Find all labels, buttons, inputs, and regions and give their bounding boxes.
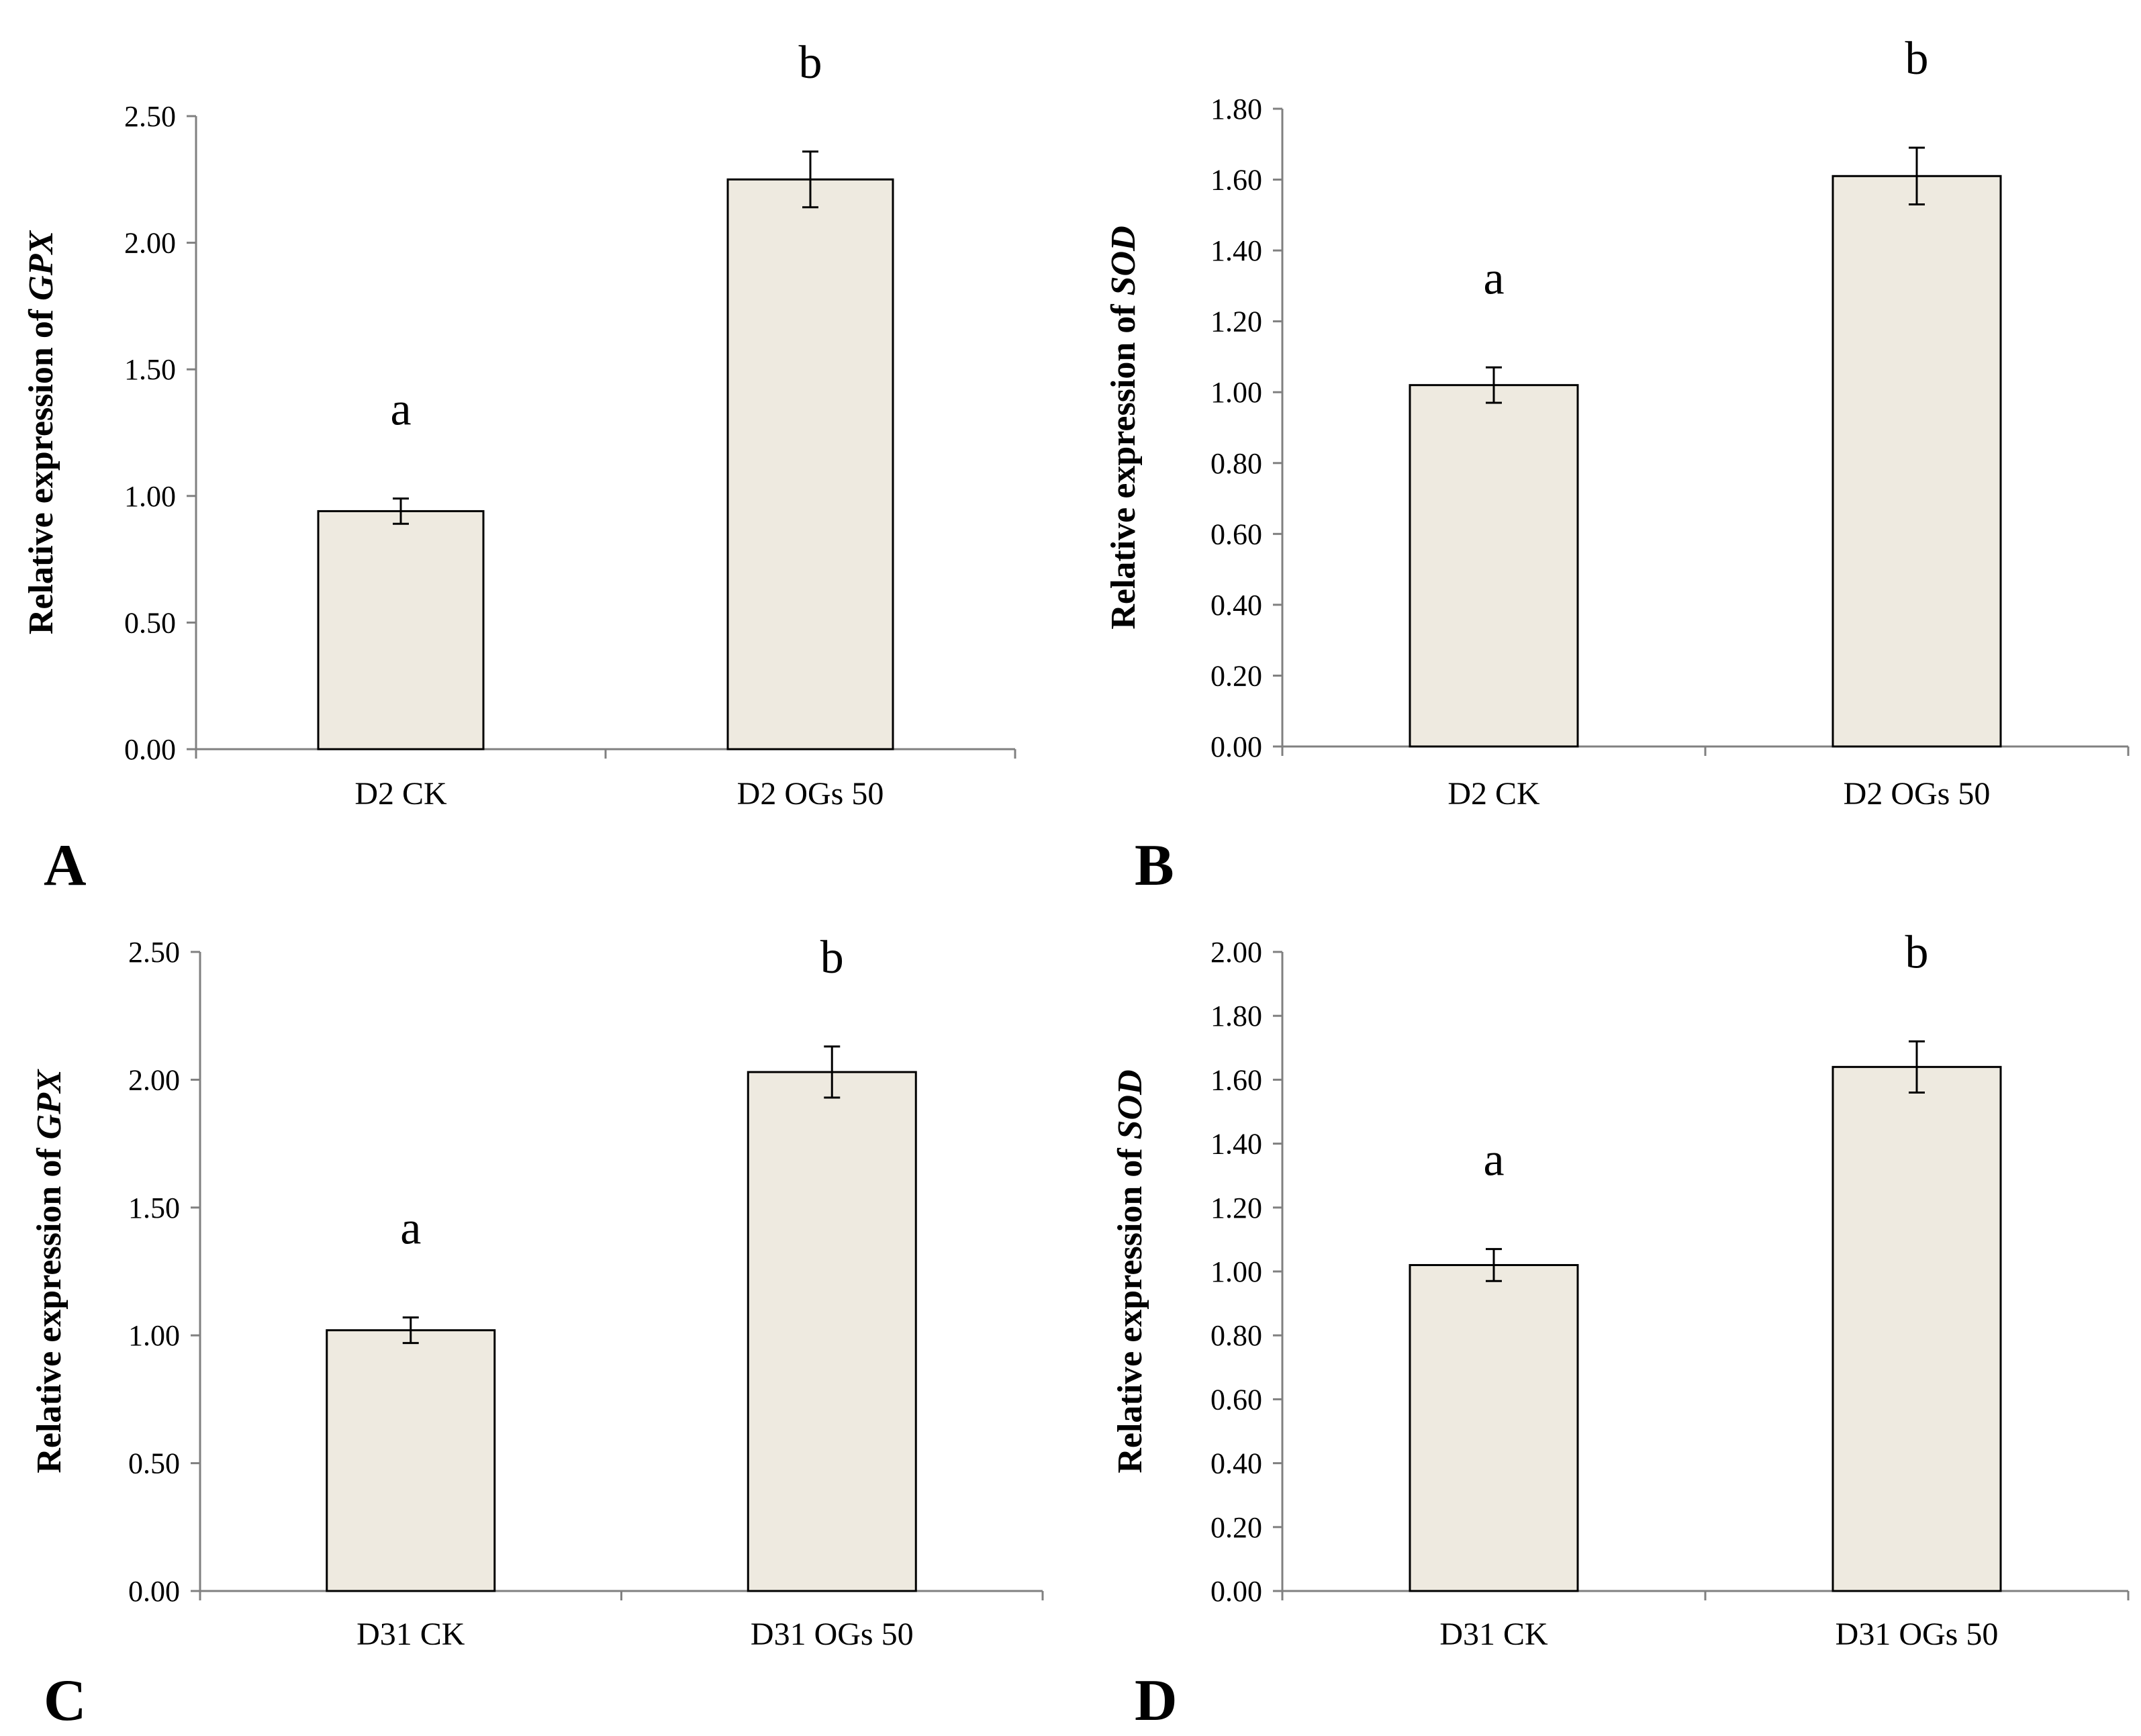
y-tick-label: 0.50 — [124, 606, 176, 639]
y-tick-label: 0.20 — [1210, 1511, 1262, 1544]
significance-label: a — [390, 384, 411, 436]
y-tick-label: 1.20 — [1210, 305, 1262, 338]
chart-panel-d: 0.00 0.20 0.40 0.60 0.80 1.00 1.20 1.40 1.60 1.80… — [1111, 926, 2130, 1733]
y-tick-label: 0.80 — [1210, 1319, 1262, 1352]
y-tick-label: 1.50 — [124, 353, 176, 386]
y-tick-label: 1.20 — [1210, 1192, 1262, 1224]
y-tick-label: 0.80 — [1210, 447, 1262, 480]
chart-panel-b: 0.00 0.20 0.40 0.60 0.80 1.00 1.20 1.40 1.60 1.80… — [1104, 33, 2130, 898]
y-tick-label: 1.40 — [1210, 234, 1262, 267]
bar-c-2 — [747, 1071, 917, 1592]
bar-a-2 — [726, 178, 894, 751]
y-axis-title-prefix: Relative expression of — [1104, 295, 1143, 629]
y-tick-label: 1.40 — [1210, 1128, 1262, 1161]
y-tick-label: 0.00 — [124, 733, 176, 766]
bar-c-1 — [326, 1329, 496, 1592]
bar-d-1 — [1409, 1263, 1579, 1592]
x-category-label: D2 CK — [1447, 776, 1540, 812]
y-tick-label: 0.00 — [1210, 730, 1262, 763]
y-axis-title: Relative expression of SOD — [1104, 226, 1143, 629]
y-tick-label: 1.80 — [1210, 93, 1262, 126]
x-category-label: D2 CK — [354, 776, 447, 812]
y-axis-title-gene: GPX — [30, 1069, 68, 1139]
y-tick-label: 2.50 — [124, 100, 176, 133]
panel-label: C — [44, 1668, 87, 1733]
x-category-label: D2 OGs 50 — [1844, 776, 1991, 812]
significance-label: b — [820, 932, 844, 983]
y-tick-label: 2.00 — [128, 1063, 180, 1096]
significance-label: a — [1483, 252, 1504, 304]
y-axis-title-gene: SOD — [1104, 226, 1143, 295]
y-tick-label: 0.60 — [1210, 1383, 1262, 1416]
x-category-label: D31 OGs 50 — [1836, 1617, 1999, 1652]
significance-label: b — [1905, 926, 1929, 978]
y-tick-label: 1.80 — [1210, 1000, 1262, 1032]
panel-label: A — [44, 833, 87, 898]
y-axis-title: Relative expression of GPX — [22, 230, 60, 635]
significance-label: b — [1905, 33, 1929, 85]
bar-b-1 — [1409, 384, 1579, 748]
y-tick-label: 0.00 — [128, 1575, 180, 1608]
y-axis-title-prefix: Relative expression of — [22, 301, 60, 634]
y-axis-title: Relative expression of SOD — [1111, 1069, 1149, 1473]
y-tick-label: 0.20 — [1210, 659, 1262, 692]
x-category-label: D31 CK — [356, 1617, 465, 1652]
y-tick-label: 2.00 — [124, 227, 176, 260]
bar-a-1 — [317, 510, 485, 751]
panel-label: B — [1135, 833, 1174, 898]
y-tick-label: 0.50 — [128, 1447, 180, 1480]
significance-label: a — [400, 1203, 421, 1255]
y-tick-label: 1.60 — [1210, 164, 1262, 197]
y-tick-label: 1.00 — [1210, 376, 1262, 409]
y-tick-label: 1.00 — [124, 480, 176, 513]
y-tick-label: 0.60 — [1210, 518, 1262, 550]
x-category-label: D31 OGs 50 — [751, 1617, 914, 1652]
x-category-label: D2 OGs 50 — [737, 776, 884, 812]
y-tick-label: 2.50 — [128, 936, 180, 969]
y-axis-title-gene: GPX — [22, 230, 60, 301]
y-axis-title-prefix: Relative expression of — [30, 1139, 68, 1473]
x-category-label: D31 CK — [1439, 1617, 1548, 1652]
significance-label: a — [1483, 1135, 1504, 1186]
chart-panel-a: 0.00 0.50 1.00 1.50 2.00 2.50 a D2 CK b D2 OGs 50… — [22, 37, 1016, 898]
y-tick-label: 0.40 — [1210, 1447, 1262, 1480]
y-tick-label: 1.60 — [1210, 1063, 1262, 1096]
y-tick-label: 2.00 — [1210, 936, 1262, 969]
y-tick-label: 1.00 — [1210, 1255, 1262, 1288]
significance-label: b — [799, 37, 822, 89]
y-tick-label: 1.50 — [128, 1192, 180, 1224]
panel-label: D — [1135, 1668, 1178, 1733]
y-axis-title-prefix: Relative expression of — [1111, 1139, 1149, 1473]
chart-panel-c: 0.00 0.50 1.00 1.50 2.00 2.50 a D31 CK b D31 OGs … — [30, 932, 1044, 1733]
y-axis-title-gene: SOD — [1111, 1069, 1149, 1139]
y-tick-label: 0.40 — [1210, 589, 1262, 622]
bar-b-2 — [1831, 175, 2002, 748]
y-tick-label: 0.00 — [1210, 1575, 1262, 1608]
y-axis-title: Relative expression of GPX — [30, 1069, 68, 1474]
bar-d-2 — [1831, 1065, 2002, 1592]
y-tick-label: 1.00 — [128, 1319, 180, 1352]
